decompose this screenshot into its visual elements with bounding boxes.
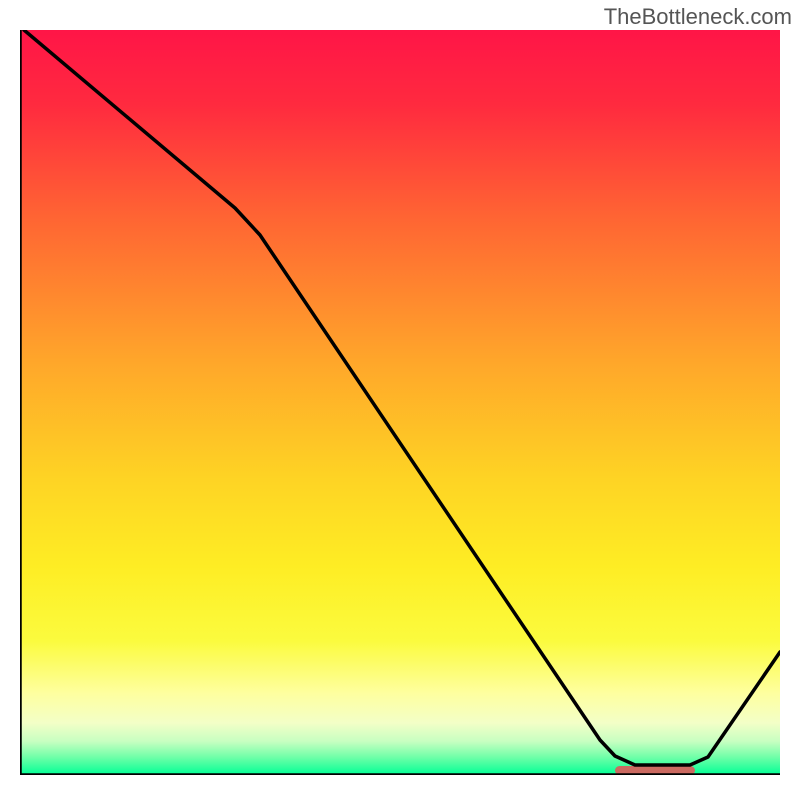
chart-background: [20, 30, 780, 775]
watermark-text: TheBottleneck.com: [604, 4, 792, 30]
bottleneck-chart: [20, 30, 780, 775]
chart-svg: [20, 30, 780, 775]
